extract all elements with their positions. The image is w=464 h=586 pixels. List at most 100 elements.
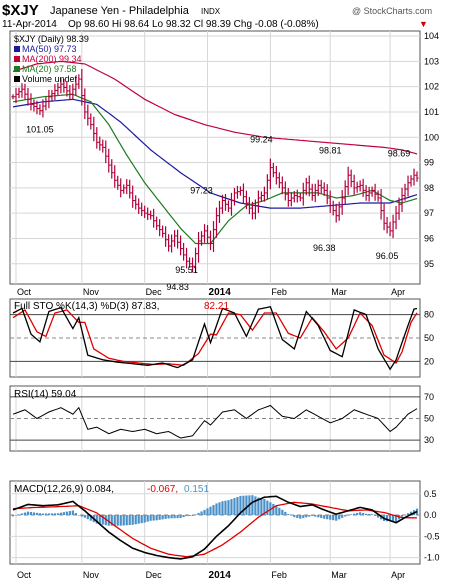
price-bar (98, 136, 102, 151)
macd-histogram-bar (365, 513, 368, 516)
time-axis-label: Nov (83, 570, 100, 580)
price-bar (406, 175, 410, 197)
macd-histogram-bar (332, 515, 335, 521)
price-annotation: 99.24 (250, 134, 273, 144)
rsi-axis-tick: 50 (424, 414, 434, 424)
price-bar (337, 201, 341, 221)
price-axis-tick: 100 (424, 132, 439, 142)
price-bar (89, 113, 93, 130)
macd-histogram-bar (388, 515, 392, 522)
macd-histogram-bar (290, 515, 293, 516)
macd-histogram-bar (134, 515, 137, 525)
time-axis-label: Apr (391, 570, 405, 580)
price-bar (382, 203, 386, 231)
price-bar (128, 179, 132, 199)
price-bar (173, 230, 177, 247)
macd-histogram-bar (26, 511, 30, 516)
macd-histogram-bar (212, 505, 215, 516)
macd-histogram-bar (149, 515, 152, 521)
price-bar (125, 179, 129, 195)
price-bar (196, 231, 201, 263)
time-axis-label: Dec (146, 570, 163, 580)
price-bar (104, 140, 108, 164)
time-axis-label: Dec (146, 287, 163, 297)
price-bar (385, 216, 389, 234)
price-bar (259, 191, 263, 203)
price-bar (295, 189, 299, 203)
macd-histogram-bar (308, 515, 311, 517)
macd-histogram-bar (167, 515, 170, 519)
macd-histogram-bar (260, 498, 263, 516)
price-bar (110, 159, 114, 179)
price-bar (205, 225, 210, 244)
macd-histogram-bar (158, 515, 161, 520)
macd-histogram-bar (281, 509, 284, 516)
macd-histogram-bar (104, 515, 107, 526)
macd-histogram-bar (394, 515, 398, 522)
macd-histogram-bar (368, 513, 371, 516)
price-bar (319, 179, 323, 194)
price-bar (355, 181, 359, 193)
price-annotation: 96.05 (376, 251, 399, 261)
price-axis-tick: 95 (424, 259, 434, 269)
legend-swatch (14, 76, 20, 82)
macd-title: MACD(12,26,9) 0.084, (14, 484, 114, 495)
macd-histogram-bar (293, 515, 296, 518)
price-bar (44, 97, 48, 111)
macd-axis-tick: 0.5 (424, 489, 437, 499)
price-bar (113, 165, 117, 188)
macd-histogram-bar (257, 497, 260, 516)
macd-histogram-bar (227, 500, 230, 516)
price-axis-tick: 102 (424, 82, 439, 92)
macd-histogram-bar (218, 502, 221, 516)
price-bar (229, 192, 234, 216)
macd-histogram-bar (128, 515, 131, 526)
price-bar (146, 207, 150, 221)
price-bar (256, 190, 260, 213)
price-bar (122, 184, 126, 194)
macd-histogram-bar (86, 515, 89, 520)
price-bar (283, 181, 287, 201)
price-bar (11, 94, 15, 100)
macd-histogram-bar (41, 513, 45, 516)
price-annotation: 97.23 (190, 185, 213, 195)
price-bar (149, 210, 153, 220)
macd-histogram-bar (176, 515, 179, 519)
price-bar (367, 186, 371, 202)
macd-histogram-bar (335, 515, 338, 521)
macd-histogram-bar (47, 513, 51, 516)
macd-histogram-bar (221, 501, 224, 516)
symbol-title: $XJY (2, 2, 39, 19)
price-bar (211, 221, 216, 253)
macd-histogram-bar (353, 513, 356, 516)
price-bar (232, 187, 237, 206)
macd-histogram-bar (83, 515, 86, 518)
price-bar (397, 197, 401, 220)
macd-histogram-bar (161, 515, 164, 520)
macd-histogram-bar (376, 515, 380, 518)
price-axis-tick: 101 (424, 107, 439, 117)
macd-histogram-bar (302, 515, 305, 519)
macd-histogram-bar (338, 515, 341, 520)
price-bar (271, 162, 275, 178)
price-bar (59, 78, 63, 94)
macd-histogram-bar (317, 515, 320, 518)
price-bar (107, 148, 111, 173)
macd-histogram-bar (230, 499, 233, 516)
macd-histogram-bar (347, 515, 350, 516)
macd-histogram-bar (182, 515, 185, 518)
price-bar (247, 196, 252, 215)
price-bar (310, 183, 314, 201)
price-bar (101, 139, 105, 153)
macd-histogram-bar (107, 515, 110, 526)
time-axis-label: 2014 (209, 570, 232, 581)
legend-entry: $XJY (Daily) 98.39 (14, 34, 89, 44)
exchange-label: INDX (201, 7, 221, 16)
price-bar (161, 225, 165, 238)
price-bar (238, 186, 243, 196)
price-annotation: 98.81 (319, 145, 342, 155)
rsi-title: RSI(14) 59.04 (14, 389, 77, 400)
macd-histogram-bar (311, 515, 314, 516)
price-bar (119, 178, 123, 198)
macd-histogram-bar (50, 513, 54, 516)
